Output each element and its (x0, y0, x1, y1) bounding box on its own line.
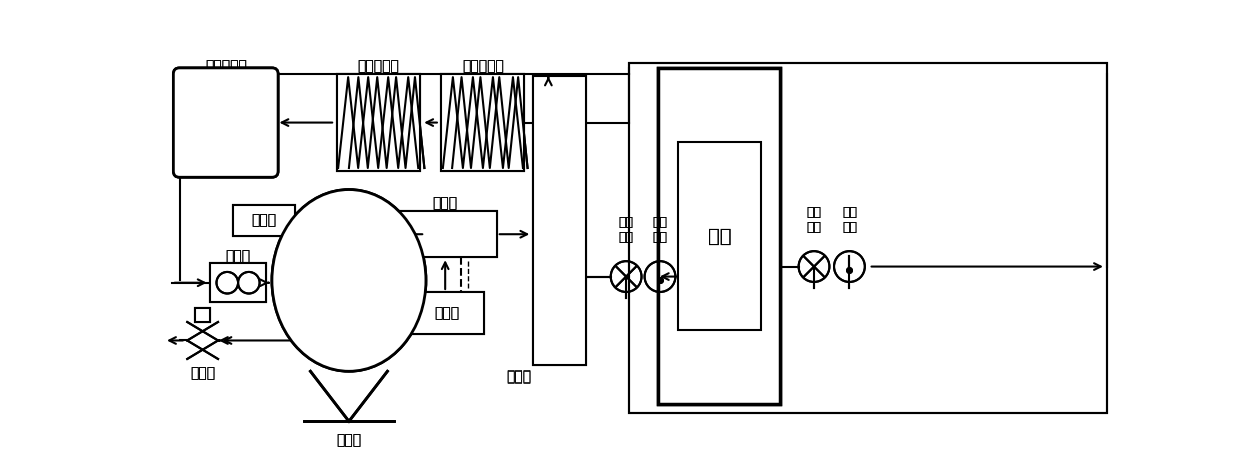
Text: 进堆
温度: 进堆 温度 (653, 216, 668, 244)
Text: 液水分离器: 液水分离器 (204, 60, 247, 73)
Text: 控制器: 控制器 (252, 213, 276, 228)
Text: 冷凝水: 冷凝水 (434, 306, 460, 320)
Text: 控制器: 控制器 (252, 213, 276, 228)
Bar (658, 68, 781, 404)
Bar (409, 292, 484, 334)
Bar (441, 74, 524, 171)
Text: 空压机: 空压机 (336, 434, 362, 447)
Text: 电堆: 电堆 (707, 227, 731, 246)
Bar (678, 142, 761, 330)
Text: 出堆
温度: 出堆 温度 (843, 206, 857, 234)
Text: 化学过滤器: 化学过滤器 (357, 60, 399, 73)
Text: 背压阀: 背压阀 (190, 366, 216, 380)
Bar (233, 205, 295, 236)
Bar (441, 74, 524, 171)
Text: 物理过滤器: 物理过滤器 (462, 60, 504, 73)
Text: 冷凝器: 冷凝器 (432, 197, 457, 210)
Bar (211, 264, 266, 302)
FancyBboxPatch shape (173, 68, 278, 177)
Bar (678, 142, 761, 330)
Text: 出堆
温度: 出堆 温度 (843, 206, 857, 234)
Text: 流量计: 流量计 (225, 249, 250, 263)
Bar (394, 211, 497, 258)
FancyBboxPatch shape (173, 68, 278, 177)
Bar (629, 63, 1106, 413)
Bar (337, 74, 420, 171)
Bar (409, 292, 484, 334)
Text: 流量计: 流量计 (225, 249, 250, 263)
Bar (195, 308, 211, 322)
Ellipse shape (271, 189, 426, 371)
Text: 液水分离器: 液水分离器 (204, 60, 247, 73)
Text: 进堆
压力: 进堆 压力 (618, 216, 633, 244)
Text: 进堆
温度: 进堆 温度 (653, 216, 668, 244)
Bar (211, 264, 266, 302)
Bar (533, 76, 586, 365)
Text: 出堆
压力: 出堆 压力 (807, 206, 821, 234)
Text: 冷凝水: 冷凝水 (434, 306, 460, 320)
Text: 加湿器: 加湿器 (507, 369, 532, 383)
Text: 冷凝器: 冷凝器 (432, 197, 457, 210)
Bar (195, 308, 211, 322)
Bar (233, 205, 295, 236)
Text: 进堆
压力: 进堆 压力 (618, 216, 633, 244)
Text: 空压机: 空压机 (336, 434, 362, 447)
Bar (337, 74, 420, 171)
Text: 物理过滤器: 物理过滤器 (462, 60, 504, 73)
Bar (533, 76, 586, 365)
Bar (658, 68, 781, 404)
Text: 化学过滤器: 化学过滤器 (357, 60, 399, 73)
Text: 电堆: 电堆 (707, 227, 731, 246)
Bar (629, 63, 1106, 413)
Text: 加湿器: 加湿器 (507, 370, 532, 385)
Text: 出堆
压力: 出堆 压力 (807, 206, 821, 234)
Text: 背压阀: 背压阀 (190, 366, 216, 380)
Bar (394, 211, 497, 258)
